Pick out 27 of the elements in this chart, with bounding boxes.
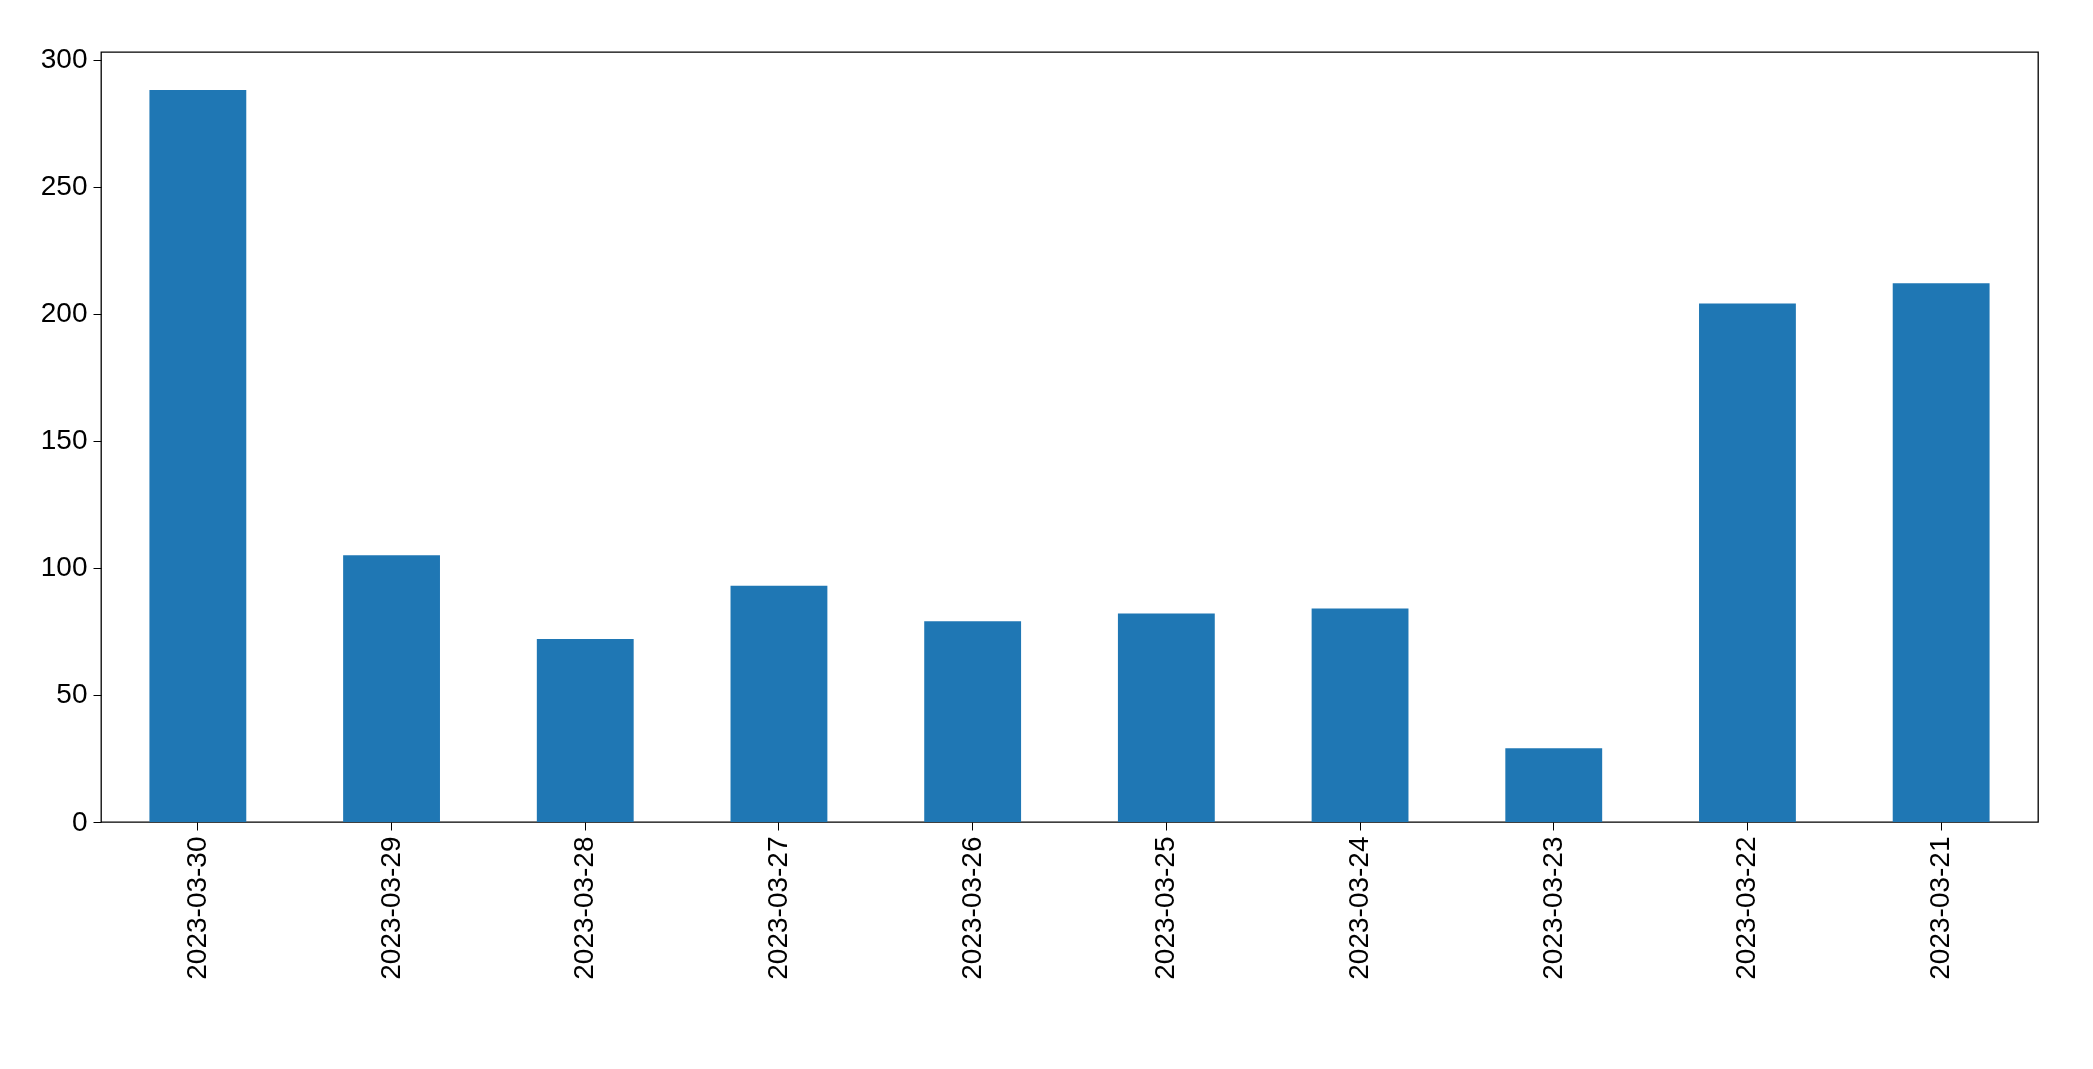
x-tick-label: 2023-03-21: [1924, 836, 1956, 980]
x-tick-label: 2023-03-23: [1536, 836, 1568, 980]
y-tick-label: 200: [40, 297, 88, 329]
bar: [1311, 608, 1409, 822]
bar: [924, 621, 1022, 822]
y-tick-label: 0: [71, 805, 88, 837]
y-tick-label: 150: [40, 424, 88, 456]
bar: [1505, 748, 1603, 822]
bar: [1892, 283, 1990, 822]
bar: [149, 90, 247, 822]
x-tick-label: 2023-03-24: [1343, 836, 1375, 980]
y-tick-label: 250: [40, 170, 88, 202]
bar: [730, 585, 828, 822]
x-tick-label: 2023-03-22: [1730, 836, 1762, 980]
bar: [343, 555, 440, 822]
x-tick-label: 2023-03-28: [568, 836, 600, 980]
x-tick-label: 2023-03-26: [955, 836, 987, 980]
bar: [1117, 613, 1215, 822]
y-tick-label: 100: [40, 551, 88, 583]
bar: [536, 639, 634, 822]
y-tick-label: 50: [56, 678, 88, 710]
x-tick-label: 2023-03-27: [761, 836, 793, 980]
bar: [1699, 303, 1796, 822]
y-tick-label: 300: [40, 43, 88, 75]
x-tick-label: 2023-03-25: [1149, 836, 1181, 980]
x-tick-label: 2023-03-30: [180, 836, 212, 980]
x-tick-label: 2023-03-29: [374, 836, 406, 980]
